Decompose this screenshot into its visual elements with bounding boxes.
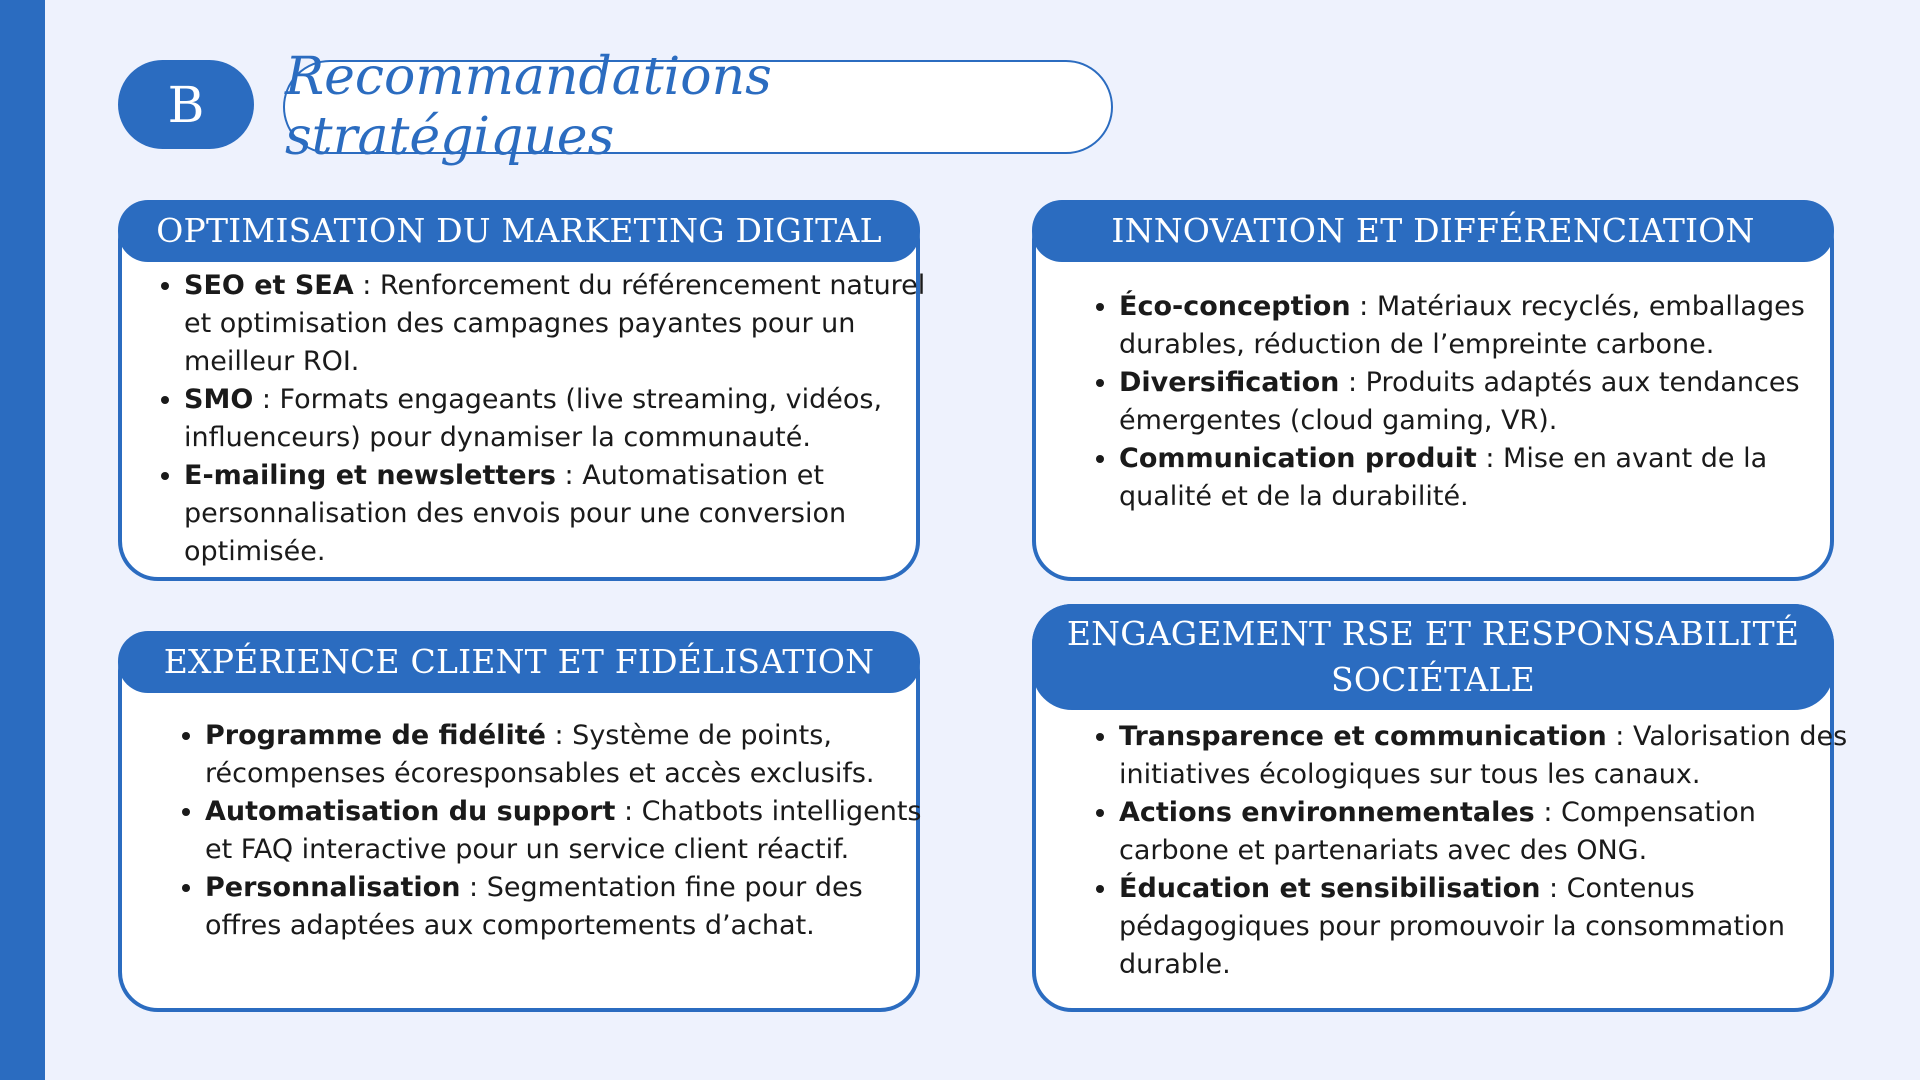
item-text: : Segmentation fine pour des offres adap… — [205, 872, 863, 941]
item-term: Actions environnementales — [1119, 797, 1535, 828]
item-text: : Compensation carbone et partenariats a… — [1119, 797, 1756, 866]
card-engagement-rse: ENGAGEMENT RSE ET RESPONSABILITÉ SOCIÉTA… — [1032, 604, 1847, 1012]
list-item: Personnalisation : Segmentation fine pou… — [205, 869, 925, 945]
item-text: : Matériaux recyclés, emballages durable… — [1119, 291, 1805, 360]
card-experience-client: EXPÉRIENCE CLIENT ET FIDÉLISATION Progra… — [118, 631, 921, 1012]
item-term: Éducation et sensibilisation — [1119, 873, 1541, 904]
bullet-list: Programme de fidélité : Système de point… — [177, 717, 925, 945]
card-innovation: INNOVATION ET DIFFÉRENCIATION Éco-concep… — [1032, 200, 1834, 581]
list-item: Transparence et communication : Valorisa… — [1119, 718, 1849, 794]
list-item: Éco-conception : Matériaux recyclés, emb… — [1119, 288, 1839, 364]
list-item: Programme de fidélité : Système de point… — [205, 717, 925, 793]
item-text: : Produits adaptés aux tendances émergen… — [1119, 367, 1800, 436]
item-term: Éco-conception — [1119, 291, 1351, 322]
list-item: SEO et SEA : Renforcement du référenceme… — [184, 267, 944, 381]
bullet-list: Éco-conception : Matériaux recyclés, emb… — [1091, 288, 1839, 516]
bullet-list: SEO et SEA : Renforcement du référenceme… — [156, 267, 944, 571]
list-item: Automatisation du support : Chatbots int… — [205, 793, 925, 869]
list-item: Éducation et sensibilisation : Contenus … — [1119, 870, 1849, 984]
card-title: EXPÉRIENCE CLIENT ET FIDÉLISATION — [118, 631, 920, 693]
item-term: Personnalisation — [205, 872, 461, 903]
item-text: : Système de points, récompenses écoresp… — [205, 720, 875, 789]
item-term: Diversification — [1119, 367, 1340, 398]
card-title: OPTIMISATION DU MARKETING DIGITAL — [118, 200, 920, 262]
item-text: : Renforcement du référencement naturel … — [184, 270, 926, 377]
item-term: Communication produit — [1119, 443, 1477, 474]
item-text: : Chatbots intelligents et FAQ interacti… — [205, 796, 922, 865]
item-text: : Valorisation des initiatives écologiqu… — [1119, 721, 1848, 790]
item-text: : Automatisation et personnalisation des… — [184, 460, 847, 567]
list-item: SMO : Formats engageants (live streaming… — [184, 381, 944, 457]
section-badge: B — [118, 60, 254, 149]
item-term: E-mailing et newsletters — [184, 460, 556, 491]
item-term: Automatisation du support — [205, 796, 616, 827]
item-term: SEO et SEA — [184, 270, 354, 301]
bullet-list: Transparence et communication : Valorisa… — [1091, 718, 1849, 984]
item-term: Programme de fidélité — [205, 720, 546, 751]
item-text: : Mise en avant de la qualité et de la d… — [1119, 443, 1768, 512]
card-title: ENGAGEMENT RSE ET RESPONSABILITÉ SOCIÉTA… — [1032, 604, 1834, 710]
list-item: E-mailing et newsletters : Automatisatio… — [184, 457, 944, 571]
item-term: Transparence et communication — [1119, 721, 1607, 752]
left-accent-bar — [0, 0, 45, 1080]
list-item: Communication produit : Mise en avant de… — [1119, 440, 1839, 516]
card-marketing-digital: OPTIMISATION DU MARKETING DIGITAL SEO et… — [118, 200, 925, 581]
card-title: INNOVATION ET DIFFÉRENCIATION — [1032, 200, 1834, 262]
item-text: : Formats engageants (live streaming, vi… — [184, 384, 883, 453]
page-title: Recommandations stratégiques — [283, 47, 1113, 167]
list-item: Actions environnementales : Compensation… — [1119, 794, 1849, 870]
item-text: : Contenus pédagogiques pour promouvoir … — [1119, 873, 1786, 980]
item-term: SMO — [184, 384, 254, 415]
list-item: Diversification : Produits adaptés aux t… — [1119, 364, 1839, 440]
